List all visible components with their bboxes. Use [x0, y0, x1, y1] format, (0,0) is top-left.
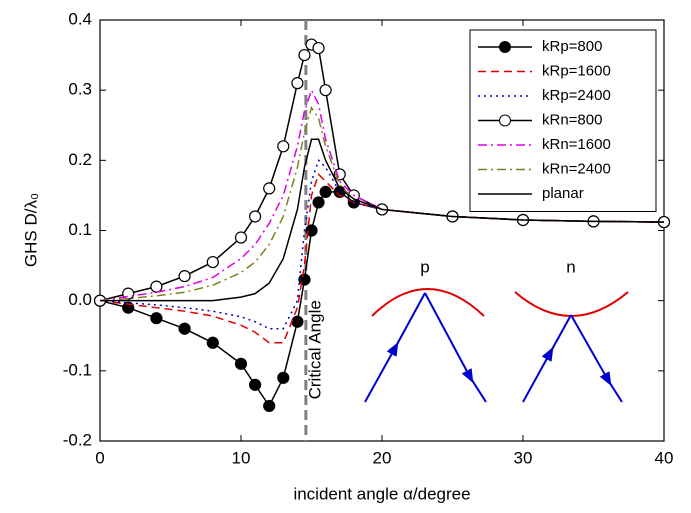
marker: [206, 255, 219, 269]
legend-label: kRp=1600: [542, 62, 611, 79]
legend-label: kRn=2400: [542, 160, 611, 177]
legend-label: kRp=800: [542, 38, 602, 55]
legend-marker: [499, 114, 511, 127]
marker: [178, 322, 191, 335]
legend-label: kRp=2400: [542, 87, 611, 104]
y-tick-label: 0.4: [68, 9, 92, 28]
marker: [291, 315, 304, 328]
y-tick-label: 0.2: [68, 150, 92, 169]
marker: [206, 336, 219, 349]
y-tick-label: 0.1: [68, 220, 92, 239]
series-line: [99, 88, 665, 302]
marker: [298, 48, 311, 62]
marker: [234, 231, 248, 244]
marker: [178, 270, 191, 283]
marker: [312, 196, 325, 209]
series-line: [100, 138, 665, 302]
legend-label: planar: [542, 185, 584, 202]
marker: [319, 185, 332, 199]
inset-label: n: [566, 257, 575, 276]
x-tick-label: 30: [514, 448, 533, 467]
legend: kRp=800 kRp=1600 kRp=2400 kRn=800 kRn=1600 kR…: [469, 29, 657, 212]
marker: [263, 182, 276, 195]
y-tick-label: -0.2: [63, 430, 92, 449]
legend-label: kRn=800: [542, 111, 602, 128]
marker: [263, 399, 276, 413]
marker: [249, 378, 262, 391]
marker: [312, 41, 325, 55]
plot-frame: [99, 19, 665, 442]
marker: [150, 280, 163, 293]
x-tick-label: 20: [373, 448, 392, 467]
legend-marker: [499, 41, 511, 53]
marker: [319, 84, 332, 97]
x-axis-label: incident angle α/degree: [293, 484, 470, 503]
inset-label: p: [420, 257, 429, 276]
y-tick-label: 0.0: [68, 290, 92, 309]
x-tick-label: 0: [95, 448, 104, 467]
marker: [305, 224, 318, 237]
series-line: [99, 191, 665, 408]
y-tick-label: -0.1: [63, 360, 92, 379]
marker: [150, 312, 163, 325]
inset-diagram: p n: [364, 257, 629, 403]
critical-angle-label: Critical Angle: [305, 300, 324, 399]
y-axis-label: GHS D/λ₀: [21, 193, 40, 267]
marker: [277, 140, 290, 153]
x-tick-label: 40: [655, 448, 674, 467]
x-tick-label: 10: [232, 448, 251, 467]
marker: [298, 273, 311, 286]
marker: [234, 357, 248, 370]
marker: [291, 77, 304, 90]
legend-label: kRn=1600: [542, 136, 611, 153]
marker: [277, 371, 290, 384]
marker: [249, 210, 262, 223]
y-tick-label: 0.3: [68, 80, 92, 99]
